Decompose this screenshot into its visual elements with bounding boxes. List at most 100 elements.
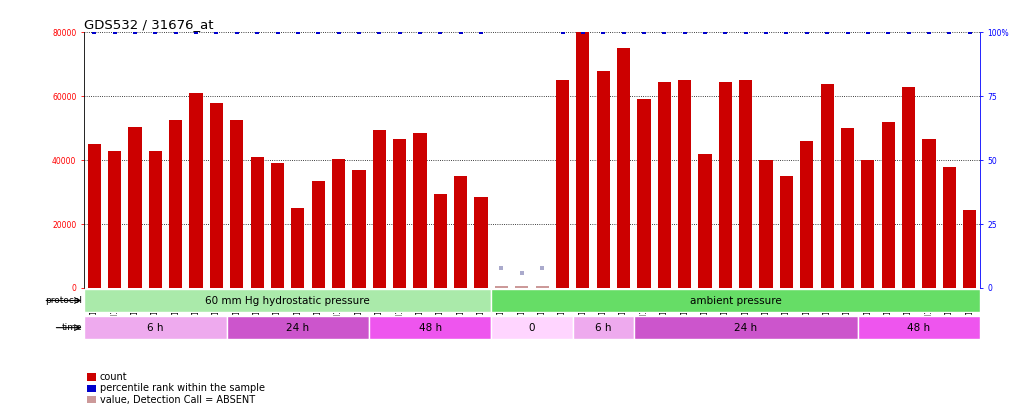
Point xyxy=(961,29,978,36)
Point xyxy=(758,29,775,36)
Point xyxy=(779,29,795,36)
Bar xyxy=(617,48,630,288)
Point xyxy=(616,29,632,36)
Text: 24 h: 24 h xyxy=(735,323,757,333)
Point xyxy=(717,29,734,36)
Text: 6 h: 6 h xyxy=(147,323,163,333)
Bar xyxy=(821,83,834,288)
Bar xyxy=(455,176,468,288)
Text: percentile rank within the sample: percentile rank within the sample xyxy=(100,384,265,393)
Bar xyxy=(780,176,793,288)
Bar xyxy=(861,160,874,288)
Bar xyxy=(474,197,487,288)
Point xyxy=(920,29,937,36)
Bar xyxy=(719,82,732,288)
Bar xyxy=(84,316,227,339)
Bar xyxy=(596,71,609,288)
Bar xyxy=(858,316,980,339)
Point xyxy=(839,29,856,36)
Bar xyxy=(515,286,528,288)
Point xyxy=(269,29,285,36)
Point xyxy=(595,29,611,36)
Bar xyxy=(491,289,980,312)
Point xyxy=(697,29,713,36)
Bar xyxy=(699,154,712,288)
Text: GDS532 / 31676_at: GDS532 / 31676_at xyxy=(84,18,213,31)
Bar xyxy=(352,170,365,288)
Text: 48 h: 48 h xyxy=(419,323,442,333)
Point xyxy=(392,29,408,36)
Point xyxy=(636,29,653,36)
Bar xyxy=(634,316,858,339)
Bar xyxy=(658,82,671,288)
Bar xyxy=(372,130,386,288)
Point xyxy=(330,29,347,36)
Bar xyxy=(678,80,692,288)
Point xyxy=(147,29,163,36)
Point xyxy=(371,29,388,36)
Point xyxy=(351,29,367,36)
Point xyxy=(941,29,957,36)
Point xyxy=(554,29,570,36)
Bar xyxy=(573,316,634,339)
Bar xyxy=(759,160,773,288)
Bar xyxy=(943,166,956,288)
Point xyxy=(819,29,835,36)
Bar xyxy=(128,127,142,288)
Bar xyxy=(413,133,427,288)
Point xyxy=(860,29,876,36)
Point xyxy=(738,29,754,36)
Bar xyxy=(190,93,203,288)
Bar xyxy=(227,316,369,339)
Point xyxy=(167,29,184,36)
Text: 6 h: 6 h xyxy=(595,323,611,333)
Bar xyxy=(230,120,243,288)
Point xyxy=(575,29,591,36)
Point xyxy=(452,29,469,36)
Bar xyxy=(271,163,284,288)
Point xyxy=(107,29,123,36)
Text: time: time xyxy=(62,323,82,332)
Bar xyxy=(332,159,345,288)
Bar xyxy=(393,139,406,288)
Text: ambient pressure: ambient pressure xyxy=(689,296,782,305)
Bar xyxy=(491,316,573,339)
Bar xyxy=(800,141,814,288)
Point xyxy=(432,29,448,36)
Text: 48 h: 48 h xyxy=(907,323,931,333)
Point xyxy=(249,29,266,36)
Bar xyxy=(149,151,162,288)
Point xyxy=(289,29,306,36)
Point xyxy=(127,29,144,36)
Bar xyxy=(434,194,447,288)
Text: count: count xyxy=(100,372,127,382)
Bar xyxy=(536,286,549,288)
Bar xyxy=(369,316,491,339)
Bar xyxy=(87,144,101,288)
Bar xyxy=(881,122,895,288)
Text: 60 mm Hg hydrostatic pressure: 60 mm Hg hydrostatic pressure xyxy=(205,296,370,305)
Point xyxy=(676,29,693,36)
Point xyxy=(86,29,103,36)
Point xyxy=(798,29,815,36)
Bar xyxy=(739,80,752,288)
Bar xyxy=(312,181,325,288)
Bar xyxy=(556,80,569,288)
Point xyxy=(188,29,204,36)
Point xyxy=(901,29,917,36)
Bar xyxy=(922,139,936,288)
Bar xyxy=(169,120,183,288)
Point xyxy=(310,29,326,36)
Bar xyxy=(210,103,223,288)
Bar xyxy=(291,208,305,288)
Text: 24 h: 24 h xyxy=(286,323,310,333)
Bar xyxy=(963,210,977,288)
Text: protocol: protocol xyxy=(45,296,82,305)
Point xyxy=(656,29,672,36)
Point xyxy=(411,29,428,36)
Point xyxy=(880,29,897,36)
Point xyxy=(494,264,510,271)
Point xyxy=(514,269,530,276)
Text: value, Detection Call = ABSENT: value, Detection Call = ABSENT xyxy=(100,395,254,405)
Point xyxy=(534,264,550,271)
